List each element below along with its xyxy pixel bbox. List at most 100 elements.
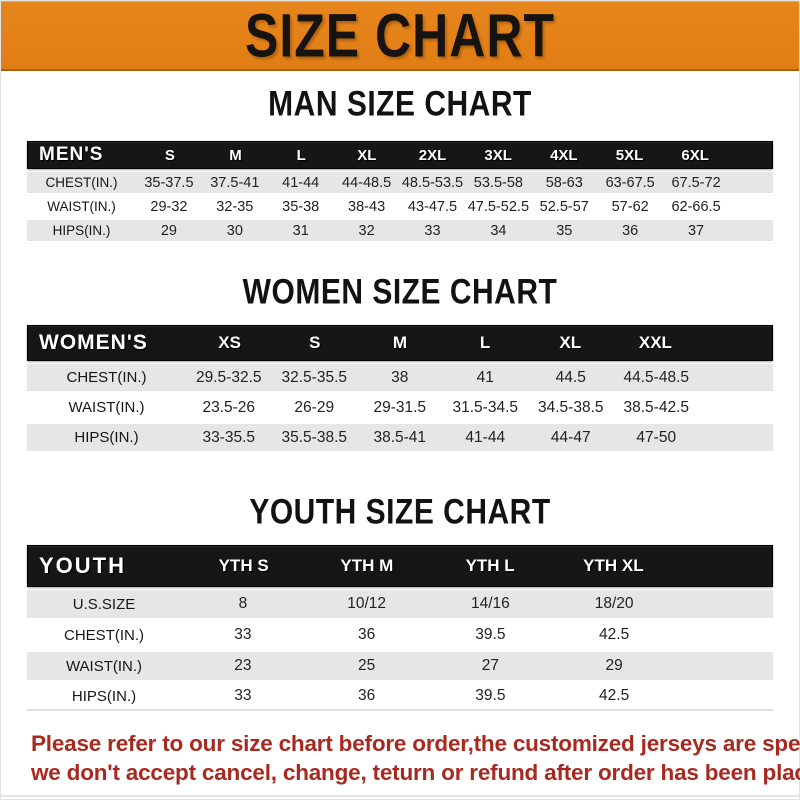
column-header: M <box>229 146 242 164</box>
table-cell: 33 <box>234 626 252 643</box>
order-policy-line-2: we don't accept cancel, change, teturn o… <box>31 760 800 785</box>
table-cell: 47-50 <box>636 428 677 446</box>
table-cell: 27 <box>481 657 499 674</box>
table-cell: 31.5-34.5 <box>452 398 519 416</box>
table-cell: 42.5 <box>599 626 630 643</box>
table-cell: 43-47.5 <box>407 198 458 215</box>
section-heading-men: MAN SIZE CHART <box>1 84 799 124</box>
table-cell: 42.5 <box>599 687 630 704</box>
row-label: WAIST(IN.) <box>68 399 145 416</box>
table-cell: 41 <box>476 368 494 386</box>
table-cell: 23.5-26 <box>202 398 256 416</box>
table-row: WAIST(IN.) 29-32 32-35 35-38 38-43 43-47.5 47.… <box>27 196 773 217</box>
row-label: CHEST(IN.) <box>45 175 118 190</box>
section-heading-women: WOMEN SIZE CHART <box>1 274 799 312</box>
row-label: WAIST(IN.) <box>65 657 143 675</box>
table-cell: 29-32 <box>150 198 188 215</box>
youth-size-table: YOUTH YTH S YTH M YTH L YTH XL U.S.SIZE 8 10/1… <box>27 545 773 711</box>
table-cell: 30 <box>226 222 243 239</box>
row-label: HIPS(IN.) <box>74 429 139 446</box>
table-cell: 62-66.5 <box>671 198 721 215</box>
column-header: S <box>309 333 321 352</box>
table-cell: 29 <box>160 222 177 239</box>
column-header: YTH M <box>340 556 394 575</box>
table-cell: 38.5-41 <box>373 428 427 446</box>
table-cell: 63-67.5 <box>605 174 655 191</box>
table-cell: 33 <box>234 687 252 704</box>
table-cell: 33 <box>424 222 441 239</box>
table-cell: 58-63 <box>545 174 583 191</box>
table-cell: 41-44 <box>282 174 320 191</box>
table-header-bar: WOMEN'S XS S M L XL XXL <box>27 325 773 361</box>
table-cell: 38.5-42.5 <box>623 398 690 416</box>
table-cell: 53.5-58 <box>473 174 523 191</box>
table-cell: 35-38 <box>282 198 320 215</box>
column-header: XS <box>218 333 241 352</box>
title-banner: SIZE CHART <box>1 1 799 71</box>
table-row: CHEST(IN.) 29.5-32.5 32.5-35.5 38 41 44.5 44.5… <box>27 364 773 391</box>
men-size-table: MEN'S S M L XL 2XL 3XL 4XL 5XL 6XL CHEST(IN.) 35-3… <box>27 141 773 241</box>
table-cell: 39.5 <box>475 687 506 704</box>
table-cell: 52.5-57 <box>539 198 589 215</box>
table-cell: 38-43 <box>348 198 386 215</box>
column-header: XL <box>357 146 377 164</box>
order-policy-line-1: Please refer to our size chart before or… <box>31 731 800 756</box>
column-header: YTH L <box>465 556 515 575</box>
column-header: 5XL <box>615 146 644 164</box>
row-label: WAIST(IN.) <box>47 199 116 214</box>
table-cell: 37 <box>687 222 705 239</box>
table-cell: 44-47 <box>550 428 591 446</box>
table-cell: 25 <box>358 657 376 674</box>
section-heading-youth: YOUTH SIZE CHART <box>1 494 799 532</box>
table-cell: 41-44 <box>465 428 506 446</box>
table-cell: 26-29 <box>294 398 335 416</box>
table-cell: 35-37.5 <box>144 174 194 191</box>
column-header: XXL <box>638 333 672 352</box>
table-cell: 35.5-38.5 <box>281 428 348 446</box>
table-cell: 36 <box>358 626 376 643</box>
table-cell: 29 <box>605 657 623 674</box>
column-header: M <box>392 333 407 352</box>
table-cell: 67.5-72 <box>671 174 721 191</box>
table-cell: 44-48.5 <box>342 174 392 191</box>
column-header: L <box>296 146 306 164</box>
table-row: CHEST(IN.) 35-37.5 37.5-41 41-44 44-48.5 48.5… <box>27 172 773 193</box>
table-cell: 47.5-52.5 <box>467 198 530 215</box>
table-cell: 36 <box>622 222 639 239</box>
row-label: CHEST(IN.) <box>64 626 144 644</box>
table-row: WAIST(IN.) 23 25 27 29 <box>27 652 773 680</box>
section-heading-men-text: MAN SIZE CHART <box>268 84 532 124</box>
column-header: 3XL <box>484 146 512 164</box>
table-header-bar: YOUTH YTH S YTH M YTH L YTH XL <box>27 545 773 587</box>
table-cell: 29.5-32.5 <box>196 368 262 386</box>
column-header: 6XL <box>681 146 709 164</box>
table-corner-label: WOMEN'S <box>39 331 148 354</box>
table-row: U.S.SIZE 8 10/12 14/16 18/20 <box>27 590 773 618</box>
table-cell: 44.5 <box>555 368 586 386</box>
table-row: HIPS(IN.) 33 36 39.5 42.5 <box>27 683 773 711</box>
row-label: HIPS(IN.) <box>52 223 111 238</box>
table-cell: 18/20 <box>594 595 634 612</box>
table-cell: 39.5 <box>475 626 506 643</box>
table-cell: 31 <box>292 222 309 239</box>
column-header: 2XL <box>418 146 447 164</box>
table-rows: CHEST(IN.) 35-37.5 37.5-41 41-44 44-48.5 48.5… <box>27 172 773 241</box>
table-cell: 44.5-48.5 <box>623 368 690 386</box>
row-label: CHEST(IN.) <box>66 369 147 386</box>
table-cell: 32.5-35.5 <box>281 368 348 386</box>
table-cell: 8 <box>238 595 248 612</box>
table-cell: 57-62 <box>611 198 649 215</box>
column-header: S <box>164 146 175 164</box>
table-cell: 23 <box>234 657 252 674</box>
row-label: HIPS(IN.) <box>71 687 137 705</box>
table-cell: 34 <box>490 222 507 239</box>
table-row: HIPS(IN.) 33-35.5 35.5-38.5 38.5-41 41-44 44-… <box>27 424 773 451</box>
table-cell: 32 <box>358 222 375 239</box>
column-header: XL <box>559 333 582 352</box>
table-cell: 38 <box>391 368 409 386</box>
column-header: YTH S <box>218 556 269 575</box>
table-corner-label: MEN'S <box>39 144 104 165</box>
women-size-table: WOMEN'S XS S M L XL XXL CHEST(IN.) 29.5-32.5 32.… <box>27 325 773 451</box>
column-header: 4XL <box>550 146 578 164</box>
